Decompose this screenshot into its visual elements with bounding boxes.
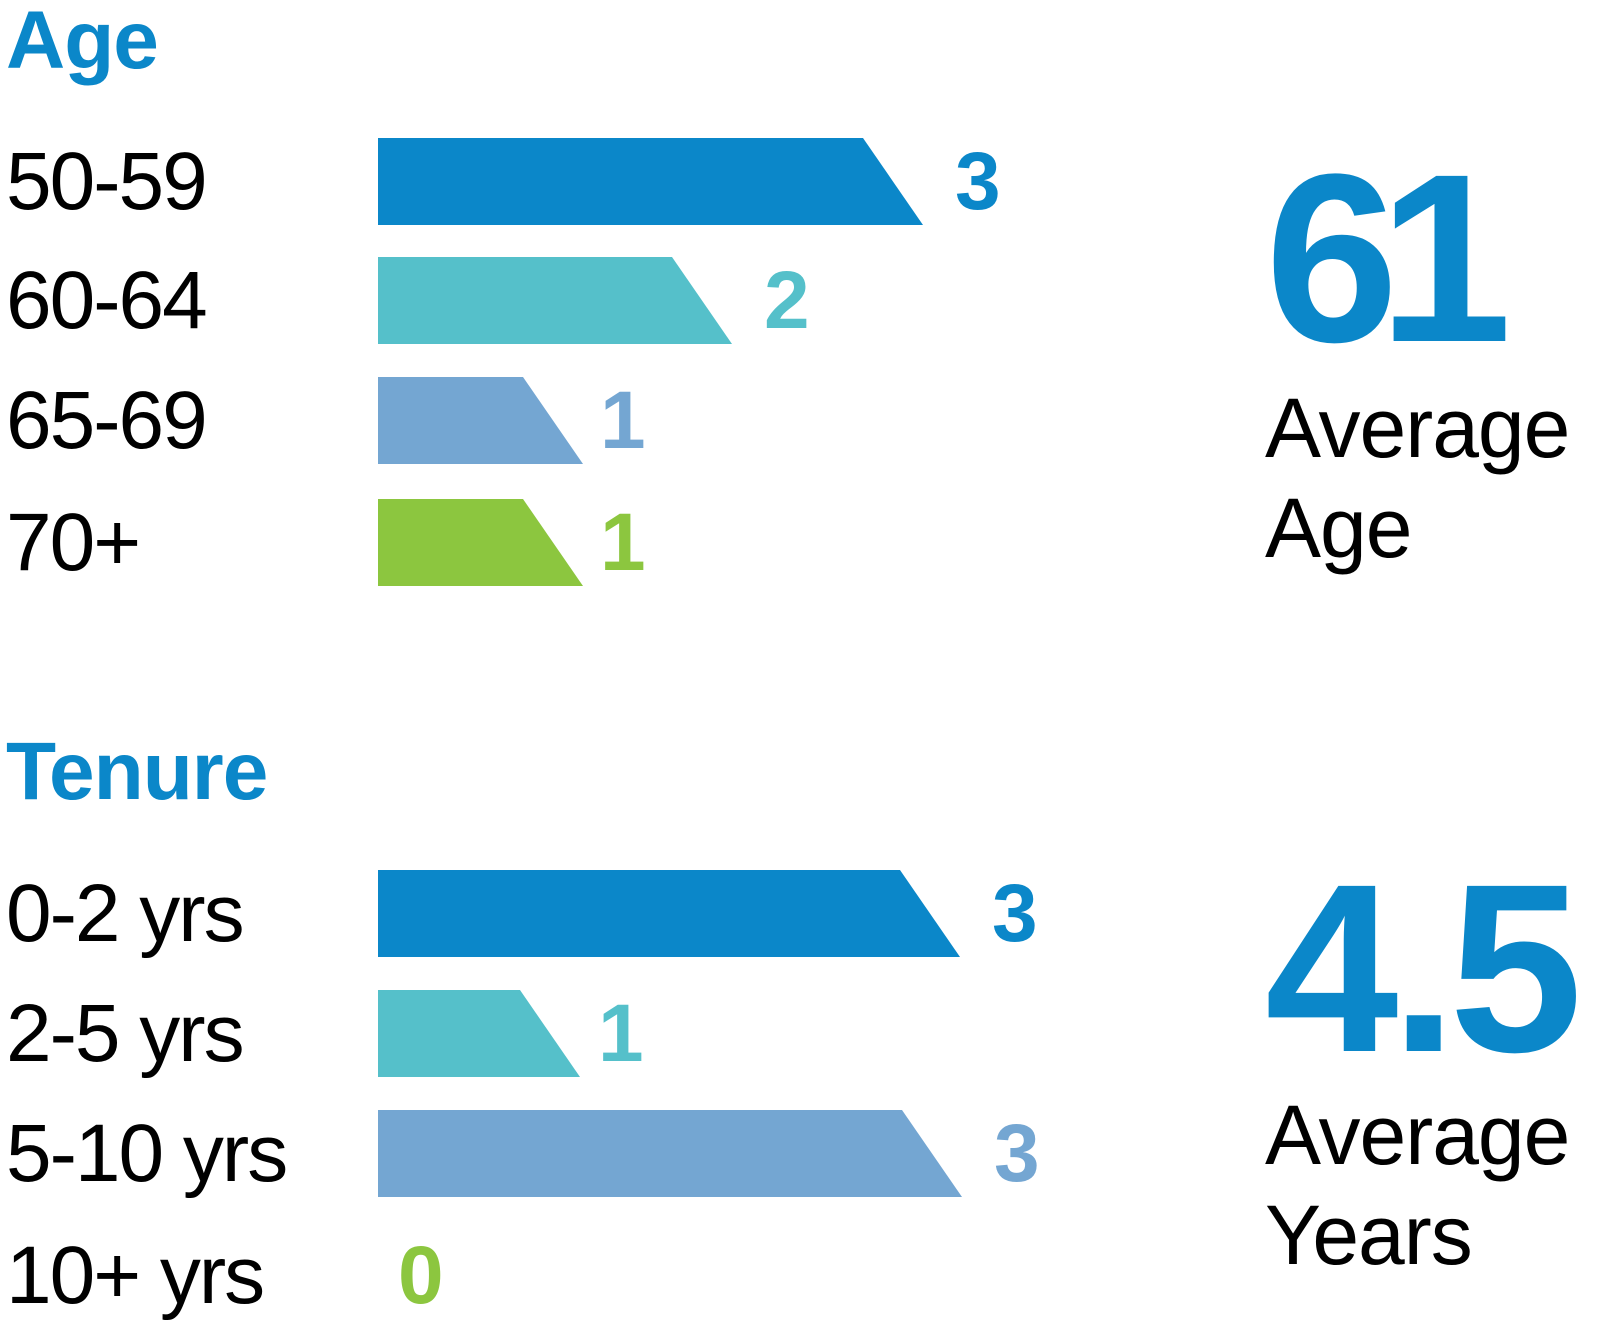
caption-line-1: Average: [1265, 1088, 1570, 1182]
age-row-70plus: 70+ 1: [0, 496, 1606, 588]
value-label: 1: [600, 496, 646, 588]
category-label: 0-2 yrs: [6, 867, 245, 959]
bar-5-10yrs: [378, 1110, 962, 1197]
average-age-caption: Average Age: [1265, 378, 1570, 578]
age-row-50-59: 50-59 3: [0, 135, 1606, 227]
value-label: 2: [764, 254, 810, 346]
bar-50-59: [378, 138, 923, 225]
tenure-row-10plus: 10+ yrs 0: [0, 1229, 1606, 1321]
value-label: 1: [600, 374, 646, 466]
category-label: 70+: [6, 496, 141, 588]
age-section-title: Age: [6, 0, 159, 86]
bar-65-69: [378, 377, 583, 464]
category-label: 2-5 yrs: [6, 987, 245, 1079]
category-label: 60-64: [6, 254, 208, 346]
age-row-60-64: 60-64 2: [0, 254, 1606, 346]
caption-line-1: Average: [1265, 381, 1570, 475]
bar-0-2yrs: [378, 870, 960, 957]
category-label: 50-59: [6, 135, 208, 227]
caption-line-2: Age: [1265, 481, 1412, 575]
tenure-row-5-10: 5-10 yrs 3: [0, 1107, 1606, 1199]
average-age-value: 61: [1265, 124, 1512, 392]
tenure-row-0-2: 0-2 yrs 3: [0, 867, 1606, 959]
bar-60-64: [378, 257, 732, 344]
value-label: 1: [598, 987, 644, 1079]
value-label: 0: [398, 1229, 444, 1321]
bar-2-5yrs: [378, 990, 580, 1077]
value-label: 3: [992, 867, 1038, 959]
caption-line-2: Years: [1265, 1188, 1473, 1282]
tenure-row-2-5: 2-5 yrs 1: [0, 987, 1606, 1079]
age-row-65-69: 65-69 1: [0, 374, 1606, 466]
category-label: 65-69: [6, 374, 208, 466]
tenure-section-title: Tenure: [6, 726, 268, 817]
bar-70plus: [378, 499, 583, 586]
category-label: 10+ yrs: [6, 1229, 265, 1321]
average-years-caption: Average Years: [1265, 1085, 1570, 1285]
value-label: 3: [955, 135, 1001, 227]
category-label: 5-10 yrs: [6, 1107, 288, 1199]
value-label: 3: [994, 1107, 1040, 1199]
average-years-value: 4.5: [1265, 834, 1583, 1102]
